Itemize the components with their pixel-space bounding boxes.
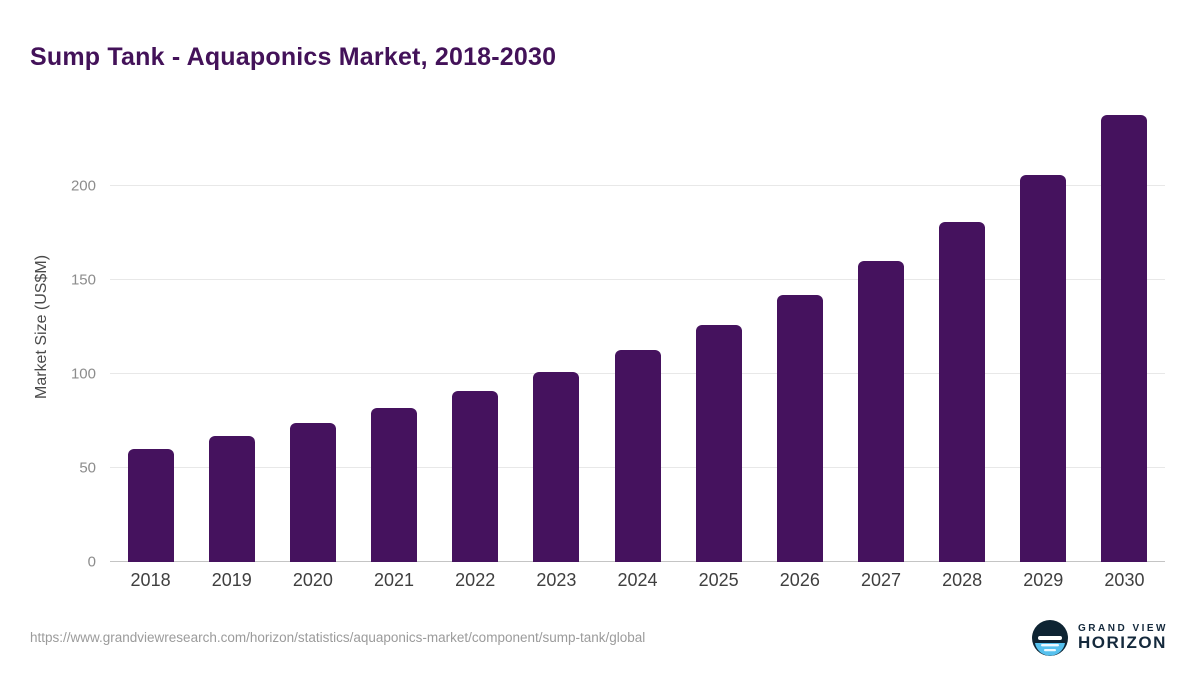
x-tick-label: 2022 xyxy=(455,570,496,590)
bar-column xyxy=(272,92,353,562)
gridline xyxy=(110,185,1165,186)
logo-line2: HORIZON xyxy=(1078,633,1167,653)
x-axis-labels: 2018 2019 2020 2021 2022 2023 2024 2025 2026 2027… xyxy=(110,570,1165,591)
x-tick-label: 2023 xyxy=(536,570,577,590)
y-tick-label: 150 xyxy=(70,271,96,289)
x-tick-label: 2026 xyxy=(779,570,820,590)
x-tick-label: 2028 xyxy=(942,570,983,590)
bar-column xyxy=(110,92,191,562)
horizon-logo-icon xyxy=(1032,620,1068,656)
x-tick-label: 2024 xyxy=(617,570,658,590)
bar-column xyxy=(922,92,1003,562)
x-tick-label: 2021 xyxy=(374,570,415,590)
bar-column xyxy=(1003,92,1084,562)
x-tick-label: 2027 xyxy=(860,570,901,590)
bar-2029 xyxy=(1020,174,1067,562)
y-tick-label: 0 xyxy=(87,553,96,571)
x-tick-label: 2019 xyxy=(211,570,252,590)
x-tick-label: 2025 xyxy=(698,570,739,590)
bar-2023 xyxy=(533,372,580,562)
x-tick-label: 2029 xyxy=(1023,570,1064,590)
logo-line1: GRAND VIEW xyxy=(1078,622,1168,634)
bar-2019 xyxy=(208,436,255,562)
bar-2020 xyxy=(289,422,336,562)
bar-2024 xyxy=(614,349,661,562)
bar-2026 xyxy=(776,295,823,562)
bar-2025 xyxy=(695,325,742,562)
bar-2021 xyxy=(371,407,418,562)
brand-logo: GRAND VIEW HORIZON xyxy=(1031,619,1168,657)
bar-column xyxy=(597,92,678,562)
bar-column xyxy=(1084,92,1165,562)
y-tick-label: 50 xyxy=(79,459,96,477)
gridline xyxy=(110,279,1165,280)
bar-column xyxy=(191,92,272,562)
y-axis-title: Market Size (US$M) xyxy=(33,254,50,400)
bar-column xyxy=(435,92,516,562)
logo-text: GRAND VIEW HORIZON xyxy=(1078,622,1168,653)
bar-2027 xyxy=(857,261,904,562)
chart-title: Sump Tank - Aquaponics Market, 2018-2030 xyxy=(30,42,557,71)
y-tick-label: 100 xyxy=(70,365,96,383)
x-tick-label: 2018 xyxy=(130,570,171,590)
x-tick-label: 2020 xyxy=(292,570,333,590)
bar-chart: 0 50 100 150 200 xyxy=(71,92,1165,571)
bar-2030 xyxy=(1101,114,1148,562)
bars-layer xyxy=(110,92,1165,562)
bar-column xyxy=(353,92,434,562)
plot-area: 0 50 100 150 200 xyxy=(71,92,1165,571)
bar-2018 xyxy=(127,449,174,562)
bar-column xyxy=(516,92,597,562)
y-tick-label: 200 xyxy=(70,177,96,195)
source-url: https://www.grandviewresearch.com/horizo… xyxy=(30,630,646,645)
x-tick-label: 2030 xyxy=(1104,570,1145,590)
bar-column xyxy=(678,92,759,562)
bar-column xyxy=(840,92,921,562)
bar-2022 xyxy=(452,390,499,562)
bar-2028 xyxy=(939,221,986,562)
bar-column xyxy=(759,92,840,562)
